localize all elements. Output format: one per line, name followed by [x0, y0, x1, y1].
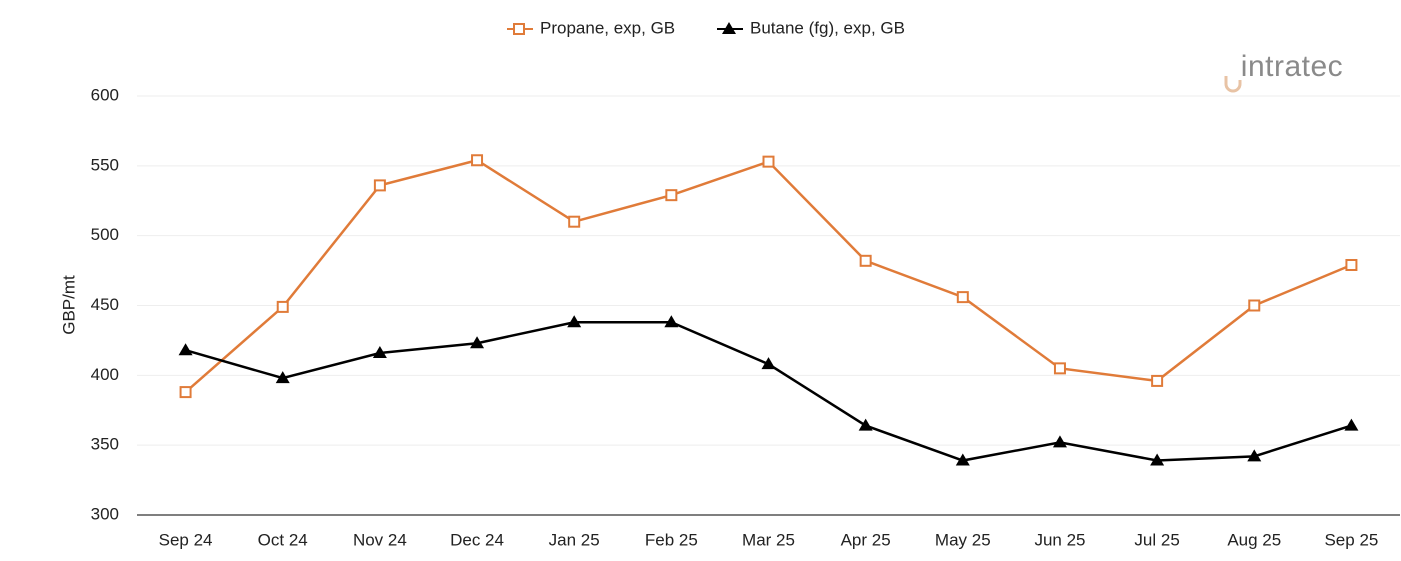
logo: intratec	[1241, 50, 1343, 83]
marker	[1247, 449, 1262, 462]
marker	[1344, 418, 1359, 431]
y-tick-label: 300	[91, 504, 119, 523]
y-tick-label: 550	[91, 155, 119, 174]
marker	[956, 291, 969, 304]
marker	[1248, 299, 1261, 312]
series-line	[185, 321, 1352, 462]
x-tick-label: Jan 25	[549, 530, 600, 549]
x-tick-label: Sep 24	[159, 530, 213, 549]
marker	[372, 345, 387, 358]
x-tick-label: Sep 25	[1324, 530, 1378, 549]
marker	[276, 300, 289, 313]
marker	[178, 343, 193, 356]
marker	[664, 315, 679, 328]
x-tick-label: Mar 25	[742, 530, 795, 549]
y-tick-label: 600	[91, 85, 119, 104]
x-tick-label: Nov 24	[353, 530, 407, 549]
marker	[1151, 374, 1164, 387]
y-tick-label: 400	[91, 365, 119, 384]
marker	[858, 418, 873, 431]
x-tick-label: Dec 24	[450, 530, 504, 549]
marker	[471, 154, 484, 167]
legend-marker	[513, 23, 525, 35]
y-axis-label: GBP/mt	[59, 275, 78, 335]
x-tick-label: Oct 24	[258, 530, 308, 549]
x-tick-label: Apr 25	[841, 530, 891, 549]
y-tick-label: 500	[91, 225, 119, 244]
marker	[859, 254, 872, 267]
logo-mark	[1224, 76, 1242, 93]
marker	[1345, 258, 1358, 271]
marker	[275, 371, 290, 384]
x-tick-label: Aug 25	[1227, 530, 1281, 549]
x-tick-label: Feb 25	[645, 530, 698, 549]
marker	[1052, 435, 1067, 448]
marker	[179, 386, 192, 399]
marker	[955, 453, 970, 466]
marker	[470, 336, 485, 349]
marker	[1150, 453, 1165, 466]
x-tick-label: May 25	[935, 530, 991, 549]
y-tick-label: 450	[91, 295, 119, 314]
x-tick-label: Jul 25	[1134, 530, 1179, 549]
marker	[567, 315, 582, 328]
marker	[761, 357, 776, 370]
marker	[665, 189, 678, 202]
legend-marker	[722, 22, 736, 34]
legend-label: Propane, exp, GB	[540, 18, 675, 37]
marker	[373, 179, 386, 192]
marker	[1053, 362, 1066, 375]
y-tick-label: 350	[91, 435, 119, 454]
marker	[762, 155, 775, 168]
marker	[568, 215, 581, 228]
x-tick-label: Jun 25	[1034, 530, 1085, 549]
legend-label: Butane (fg), exp, GB	[750, 18, 905, 37]
